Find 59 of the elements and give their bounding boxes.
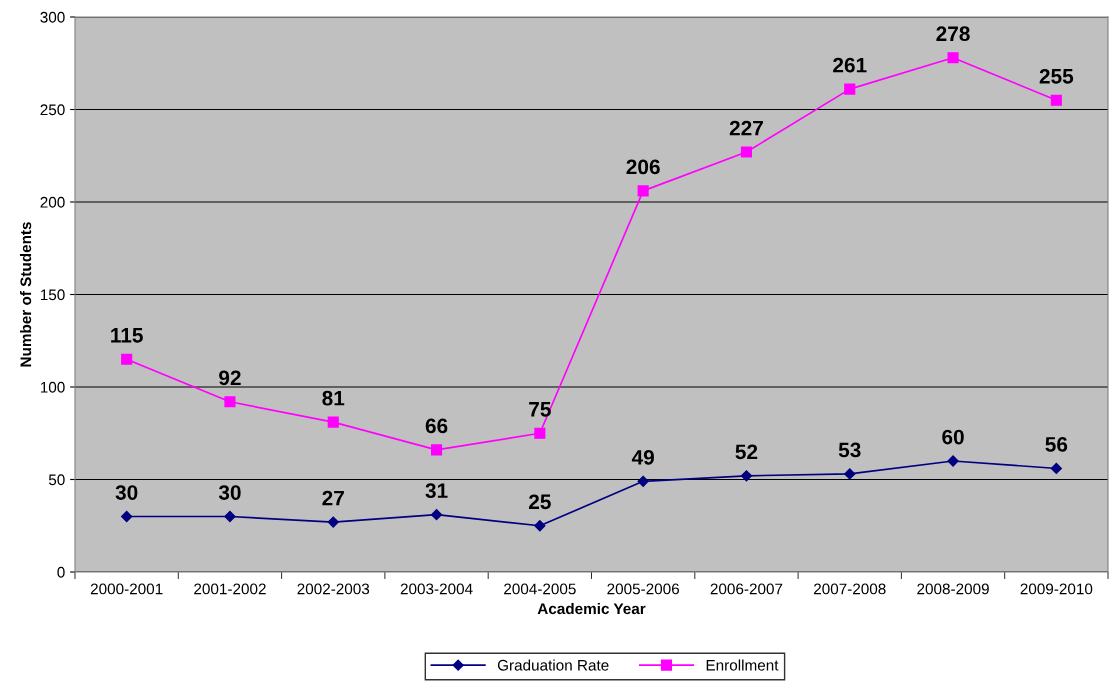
y-tick-label: 50 [48, 474, 65, 486]
data-label: 53 [838, 442, 861, 458]
x-tick-label: 2005-2006 [607, 583, 680, 595]
y-tick-label: 100 [40, 381, 65, 393]
y-tick-label: 250 [40, 104, 65, 116]
point [430, 509, 443, 521]
y-tick-label: 200 [40, 196, 65, 208]
point [121, 353, 133, 365]
data-label: 66 [425, 418, 448, 434]
x-axis-title: Academic Year [537, 602, 646, 615]
data-label: 30 [218, 485, 241, 500]
data-label: 30 [115, 485, 138, 500]
x-tick-label: 2003-2004 [400, 583, 473, 595]
data-label: 261 [833, 57, 867, 73]
point [1050, 94, 1062, 106]
data-label: 27 [322, 490, 344, 506]
y-tick-label: 300 [40, 11, 65, 23]
x-tick-label: 2008-2009 [917, 583, 989, 595]
data-label: 278 [936, 26, 970, 42]
point [224, 510, 236, 523]
point [534, 520, 546, 532]
point [740, 146, 753, 158]
data-label: 56 [1045, 437, 1068, 452]
point [947, 52, 959, 64]
point [844, 468, 856, 480]
x-tick-label: 2006-2007 [710, 583, 783, 595]
x-tick-label: 2007-2008 [813, 583, 886, 595]
data-label: 227 [729, 120, 763, 136]
point [637, 185, 649, 197]
point [844, 83, 856, 95]
x-tick-label: 2002-2003 [297, 583, 370, 595]
point [224, 396, 236, 408]
legend-label: Enrollment [706, 659, 779, 671]
data-label: 52 [735, 444, 758, 460]
point [327, 416, 339, 428]
x-tick-label: 2009-2010 [1020, 583, 1093, 595]
x-tick-label: 2004-2005 [504, 583, 576, 595]
point [430, 444, 443, 456]
point [121, 510, 133, 523]
point [327, 516, 339, 528]
data-label: 92 [219, 370, 241, 386]
y-tick-label: 0 [57, 566, 65, 578]
point [740, 470, 753, 482]
data-label: 115 [111, 328, 143, 343]
x-tick-label: 2001-2002 [194, 583, 266, 595]
data-label: 206 [626, 159, 660, 175]
data-label: 31 [425, 483, 448, 499]
data-label: 49 [631, 449, 654, 465]
data-label: 255 [1039, 68, 1074, 84]
x-tick-label: 2000-2001 [90, 583, 163, 595]
point [534, 427, 546, 439]
data-label: 25 [528, 494, 551, 510]
point [1050, 462, 1062, 475]
legend-label: Graduation Rate [497, 659, 609, 671]
y-axis-title: Number of Students [19, 222, 32, 367]
data-label: 81 [322, 390, 345, 406]
y-tick-label: 150 [40, 289, 65, 301]
point [637, 475, 649, 487]
data-label: 60 [942, 429, 964, 445]
